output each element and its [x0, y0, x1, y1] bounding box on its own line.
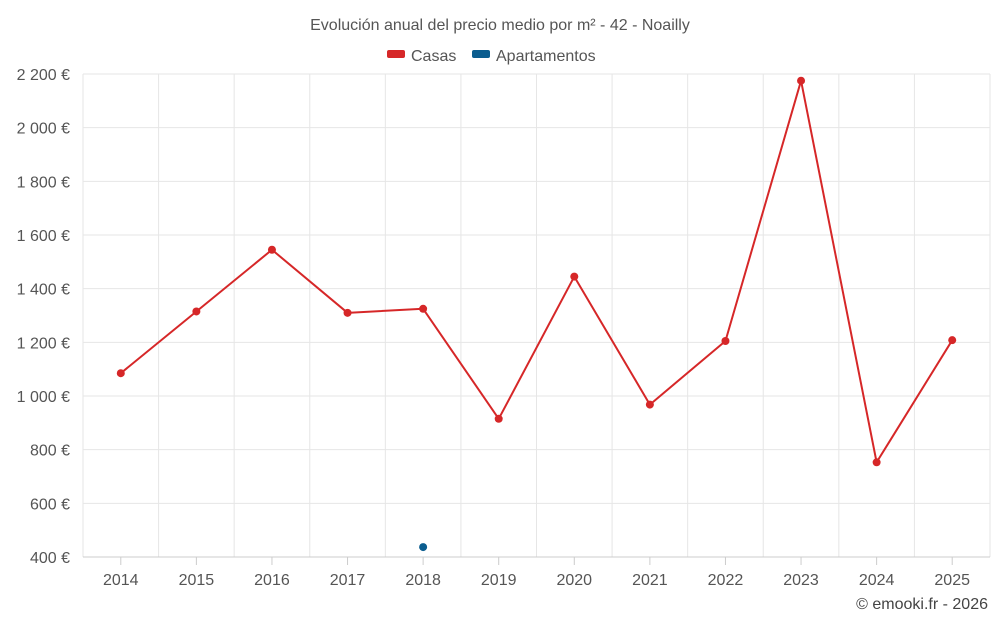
- x-tick-label: 2014: [103, 572, 139, 589]
- data-point-casas-2015[interactable]: [192, 307, 201, 316]
- x-tick-label: 2016: [254, 572, 290, 589]
- axis-layer: 400 € 600 € 800 € 1 000 € 1 200 € 1 400 € 1 60…: [17, 67, 990, 589]
- legend-item-casas[interactable]: Casas: [387, 48, 456, 65]
- data-point-casas-2014[interactable]: [116, 369, 125, 378]
- y-tick-label: 2 200 €: [17, 67, 70, 84]
- x-tick-label: 2022: [708, 572, 744, 589]
- data-point-casas-2016[interactable]: [267, 245, 276, 254]
- x-tick-label: 2019: [481, 572, 517, 589]
- y-tick-label: 2 000 €: [17, 121, 70, 138]
- grid-layer: [82, 73, 991, 557]
- y-tick-label: 400 €: [30, 550, 70, 567]
- legend: Casas Apartamentos: [387, 48, 596, 65]
- legend-swatch-casas: [387, 50, 405, 58]
- data-point-casas-2017[interactable]: [343, 308, 352, 317]
- data-point-casas-2025[interactable]: [948, 336, 957, 345]
- series-layer: [116, 76, 957, 552]
- x-tick-label: 2024: [859, 572, 895, 589]
- y-tick-label: 600 €: [30, 496, 70, 513]
- data-point-casas-2022[interactable]: [721, 336, 730, 345]
- data-point-casas-2023[interactable]: [797, 76, 806, 85]
- x-tick-label: 2023: [783, 572, 819, 589]
- data-point-casas-2024[interactable]: [872, 458, 881, 467]
- data-point-casas-2019[interactable]: [494, 414, 503, 423]
- chart-title: Evolución anual del precio medio por m² …: [310, 17, 690, 34]
- legend-swatch-apartamentos: [472, 50, 490, 58]
- y-tick-label: 1 600 €: [17, 228, 70, 245]
- credit-text: © emooki.fr - 2026: [856, 596, 988, 613]
- y-tick-label: 1 400 €: [17, 282, 70, 299]
- x-tick-label: 2020: [556, 572, 592, 589]
- series-line-casas: [120, 79, 954, 464]
- legend-item-apartamentos[interactable]: Apartamentos: [472, 48, 596, 65]
- x-tick-label: 2015: [179, 572, 215, 589]
- x-tick-label: 2018: [405, 572, 441, 589]
- data-point-casas-2020[interactable]: [570, 272, 579, 281]
- legend-label-apartamentos: Apartamentos: [496, 48, 596, 65]
- data-point-casas-2018[interactable]: [419, 304, 428, 313]
- legend-label-casas: Casas: [411, 48, 456, 65]
- data-point-apartamentos-2018[interactable]: [419, 543, 428, 552]
- x-tick-label: 2025: [934, 572, 970, 589]
- y-tick-label: 1 000 €: [17, 389, 70, 406]
- x-tick-label: 2017: [330, 572, 366, 589]
- x-tick-label: 2021: [632, 572, 668, 589]
- y-tick-label: 1 800 €: [17, 174, 70, 191]
- data-point-casas-2021[interactable]: [645, 400, 654, 409]
- y-tick-label: 800 €: [30, 443, 70, 460]
- y-tick-label: 1 200 €: [17, 335, 70, 352]
